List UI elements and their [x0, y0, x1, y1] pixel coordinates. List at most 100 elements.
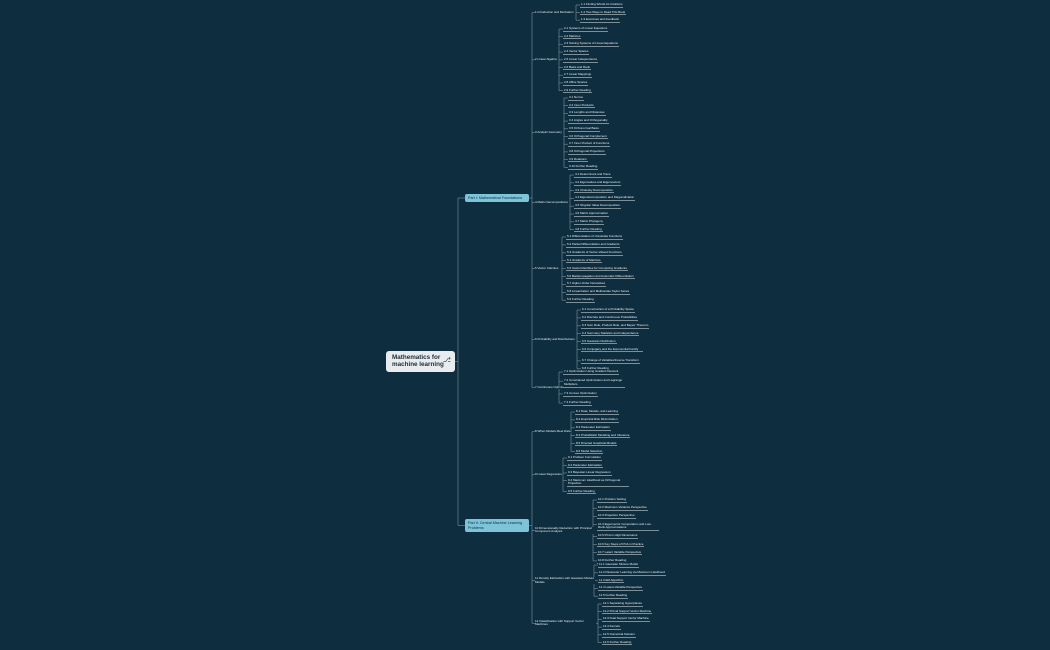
section-topic[interactable]: 6.2 Discrete and Continuous Probabilitie… — [581, 314, 639, 321]
chapter-label: 10 Dimensionality Reduction with Princip… — [535, 525, 592, 534]
section-topic[interactable]: 9.3 Bayesian Linear Regression — [567, 470, 612, 476]
section-topic[interactable]: 2.2 Matrices — [563, 33, 582, 40]
chapter-topic[interactable]: 11 Density Estimation with Gaussian Mixt… — [535, 576, 595, 584]
section-topic[interactable]: 11.2 Parameter Learning via Maximum Like… — [598, 569, 666, 576]
section-topic[interactable]: 8.6 Model Selection — [575, 448, 604, 455]
section-topic[interactable]: 10.7 Latent Variable Perspective — [597, 549, 643, 556]
section-topic[interactable]: 8.4 Probabilistic Modeling and Inference — [575, 432, 631, 439]
section-topic[interactable]: 4.2 Eigenvalues and Eigenvectors — [574, 179, 622, 186]
section-topic[interactable]: 7.3 Convex Optimization — [563, 390, 598, 397]
section-topic[interactable]: 5.2 Partial Differentiation and Gradient… — [566, 241, 621, 248]
section-topic[interactable]: 3.1 Norms — [568, 95, 584, 101]
section-topic[interactable]: 6.6 Conjugacy and the Exponential Family — [581, 347, 643, 353]
section-topic[interactable]: 3.8 Orthogonal Projections — [568, 148, 606, 155]
section-topic[interactable]: 7.2 Constrained Optimization and Lagrang… — [563, 379, 625, 388]
section-topic[interactable]: 12.3 Dual Support Vector Machine — [602, 616, 650, 623]
section-topic[interactable]: 3.10 Further Reading — [568, 164, 599, 171]
section-topic[interactable]: 10.3 Projection Perspective — [597, 513, 636, 520]
chapter-topic[interactable]: 7 Continuous Optimization — [535, 384, 571, 390]
section-topic[interactable]: 12.4 Kernels — [602, 624, 621, 630]
chapter-topic[interactable]: 9 Linear Regression — [535, 472, 562, 477]
section-topic[interactable]: 11.1 Gaussian Mixture Model — [598, 562, 639, 568]
chapter-topic[interactable]: 10 Dimensionality Reduction with Princip… — [535, 525, 595, 534]
section-topic[interactable]: 1.1 Finding Words for Intuitions — [580, 2, 624, 8]
section-topic[interactable]: 2.9 Further Reading — [563, 87, 592, 94]
section-topic[interactable]: 12.6 Further Reading — [602, 639, 633, 646]
section-topic[interactable]: 4.6 Matrix Approximation — [574, 211, 610, 217]
section-topic[interactable]: 3.6 Orthogonal Complement — [568, 133, 608, 140]
chapter-topic[interactable]: 3 Analytic Geometry — [535, 130, 562, 135]
section-topic[interactable]: 11.4 Latent-Variable Perspective — [598, 585, 644, 592]
section-topic[interactable]: 6.5 Gaussian Distribution — [581, 338, 617, 345]
section-topic[interactable]: 3.4 Angles and Orthogonality — [568, 118, 609, 124]
section-topic[interactable]: 4.8 Further Reading — [574, 226, 603, 233]
section-topic[interactable]: 5.1 Differentiation of Univariate Functi… — [566, 234, 623, 240]
section-topic[interactable]: 10.4 Eigenvector Computation and Low-Ran… — [597, 522, 659, 531]
section-topic[interactable]: 5.6 Backpropagation and Automatic Differ… — [566, 273, 635, 280]
section-topic[interactable]: 4.5 Singular Value Decomposition — [574, 203, 621, 209]
root-topic[interactable]: Mathematics for machine learning ⎇ — [386, 351, 455, 372]
section-topic[interactable]: 11.5 Further Reading — [598, 593, 629, 599]
section-topic[interactable]: 5.4 Gradients of Matrices — [566, 257, 602, 264]
chapter-label: 7 Continuous Optimization — [535, 384, 571, 389]
section-topic[interactable]: 6.1 Construction of a Probability Space — [581, 307, 635, 313]
section-topic[interactable]: 2.3 Solving Systems of Linear Equations — [563, 41, 619, 48]
chapter-topic[interactable]: 4 Matrix Decompositions — [535, 199, 568, 204]
section-topic[interactable]: 6.3 Sum Rule, Product Rule, and Bayes' T… — [581, 322, 650, 329]
section-topic[interactable]: 12.2 Primal Support Vector Machine — [602, 608, 653, 615]
section-topic[interactable]: 2.1 Systems of Linear Equations — [563, 26, 609, 32]
chapter-topic[interactable]: 6 Probability and Distributions — [535, 337, 575, 341]
section-topic[interactable]: 3.7 Inner Product of Functions — [568, 141, 611, 147]
section-topic[interactable]: 10.6 Key Steps of PCA in Practice — [597, 541, 645, 548]
section-topic[interactable]: 5.9 Further Reading — [566, 297, 595, 303]
section-topic[interactable]: 9.5 Further Reading — [567, 488, 596, 495]
section-topic[interactable]: 8.1 Data, Models, and Learning — [575, 409, 619, 415]
section-topic[interactable]: 4.7 Matrix Phylogeny — [574, 218, 605, 225]
section-topic[interactable]: 6.7 Change of Variables/Inverse Transfor… — [581, 357, 640, 364]
section-topic[interactable]: 4.1 Determinant and Trace — [574, 172, 612, 178]
section-topic[interactable]: 9.4 Maximum Likelihood as Orthogonal Pro… — [567, 478, 629, 487]
section-topic[interactable]: 6.4 Summary Statistics and Independence — [581, 330, 640, 337]
part-topic[interactable]: Part II: Central Machine Learning Proble… — [465, 519, 529, 532]
section-topic[interactable]: 10.5 PCA in High Dimensions — [597, 533, 639, 540]
section-topic[interactable]: 12.1 Separating Hyperplanes — [602, 601, 643, 607]
chapter-topic[interactable]: 5 Vector Calculus — [535, 266, 559, 271]
section-topic[interactable]: 4.3 Cholesky Decomposition — [574, 187, 615, 194]
section-topic[interactable]: 2.7 Linear Mappings — [563, 72, 593, 78]
section-topic[interactable]: 2.6 Basis and Rank — [563, 64, 592, 71]
section-topic[interactable]: 11.3 EM Algorithm — [598, 577, 625, 584]
chapter-topic[interactable]: 1 Introduction and Motivation — [535, 9, 574, 15]
section-topic[interactable]: 1.2 Two Ways to Read This Book — [580, 9, 627, 16]
section-topic[interactable]: 9.2 Parameter Estimation — [567, 462, 603, 469]
chapter-topic[interactable]: 8 When Models Meet Data — [535, 429, 571, 434]
part-label: Part II: Central Machine Learning Proble… — [468, 521, 523, 530]
section-topic[interactable]: 9.1 Problem Formulation — [567, 455, 602, 461]
section-topic[interactable]: 5.7 Higher-Order Derivatives — [566, 281, 607, 288]
section-topic[interactable]: 5.5 Useful Identities for Computing Grad… — [566, 265, 628, 272]
section-topic[interactable]: 2.4 Vector Spaces — [563, 49, 590, 55]
section-topic[interactable]: 3.3 Lengths and Distances — [568, 110, 606, 117]
section-topic[interactable]: 10.2 Maximum Variance Perspective — [597, 505, 648, 511]
chapter-topic[interactable]: 12 Classification with Support Vector Ma… — [535, 618, 595, 627]
chapter-topic[interactable]: 2 Linear Algebra — [535, 57, 557, 62]
section-topic[interactable]: 10.1 Problem Setting — [597, 497, 628, 503]
chapter-label: 12 Classification with Support Vector Ma… — [535, 618, 584, 627]
section-topic[interactable]: 3.5 Orthonormal Basis — [568, 125, 600, 132]
section-topic[interactable]: 3.9 Rotations — [568, 156, 588, 163]
section-topic[interactable]: 5.3 Gradients of Vector-Valued Functions — [566, 249, 623, 256]
section-topic[interactable]: 4.4 Eigendecomposition and Diagonalizati… — [574, 195, 636, 202]
section-topic[interactable]: 8.5 Directed Graphical Models — [575, 440, 618, 447]
chapter-label: 4 Matrix Decompositions — [535, 199, 568, 204]
section-topic[interactable]: 2.5 Linear Independence — [563, 56, 599, 63]
chapter-label: 1 Introduction and Motivation — [535, 9, 574, 14]
section-topic[interactable]: 12.5 Numerical Solution — [602, 631, 636, 638]
section-topic[interactable]: 3.2 Inner Products — [568, 102, 595, 109]
section-topic[interactable]: 1.3 Exercises and Feedback — [580, 17, 620, 23]
section-topic[interactable]: 8.2 Empirical Risk Minimization — [575, 416, 619, 423]
section-topic[interactable]: 5.8 Linearization and Multivariate Taylo… — [566, 289, 631, 296]
section-topic[interactable]: 8.3 Parameter Estimation — [575, 424, 611, 431]
section-topic[interactable]: 2.8 Affine Spaces — [563, 79, 589, 86]
part-topic[interactable]: Part I: Mathematical Foundations — [465, 194, 529, 202]
section-topic[interactable]: 7.1 Optimization Using Gradient Descent — [563, 369, 620, 375]
section-topic[interactable]: 7.4 Further Reading — [563, 400, 592, 406]
